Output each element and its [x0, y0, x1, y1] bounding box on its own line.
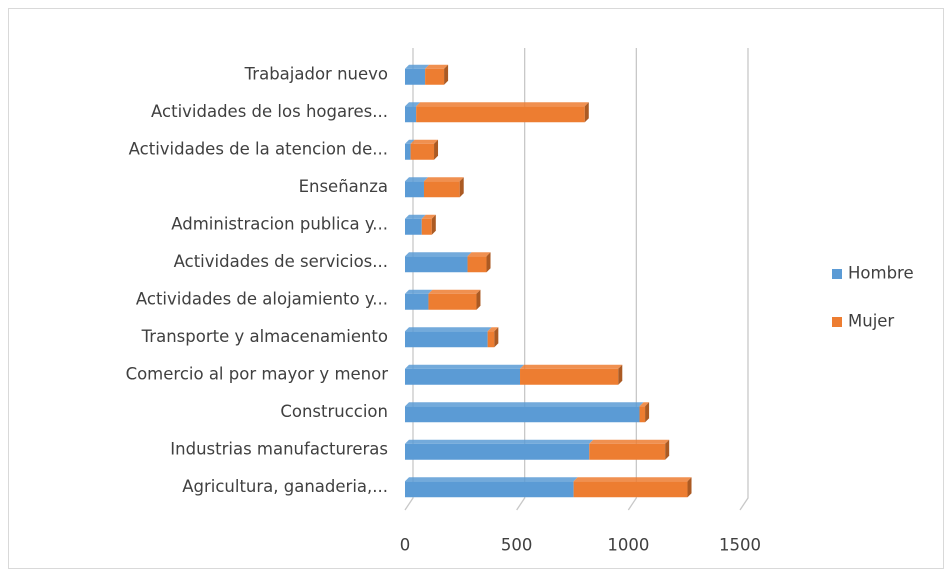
- bar: [405, 439, 594, 460]
- bar: [573, 477, 692, 498]
- y-tick-label: Actividades de alojamiento y...: [136, 289, 388, 308]
- bar: [405, 402, 644, 423]
- grid-line: [404, 48, 414, 511]
- grid-line: [739, 48, 749, 511]
- y-tick-label: Trabajador nuevo: [244, 64, 388, 83]
- bar: [405, 364, 525, 385]
- x-tick-label: 1000: [607, 536, 649, 555]
- bar: [589, 439, 670, 460]
- bar: [410, 139, 439, 160]
- bar: [405, 139, 415, 160]
- chart-border: [8, 8, 944, 569]
- bar: [425, 64, 449, 85]
- bar: [405, 177, 428, 198]
- x-tick-label: 500: [501, 536, 533, 555]
- bar: [405, 477, 578, 498]
- bar: [405, 64, 430, 85]
- legend-swatch: [832, 317, 842, 327]
- y-tick-label: Agricultura, ganaderia,...: [182, 477, 388, 496]
- legend-label: Mujer: [848, 312, 894, 331]
- y-tick-label: Actividades de la atencion de...: [129, 139, 388, 158]
- y-tick-label: Actividades de los hogares...: [151, 102, 388, 121]
- bar: [428, 289, 481, 310]
- y-tick-label: Construccion: [280, 402, 388, 421]
- bar: [467, 252, 491, 273]
- bar: [405, 327, 492, 348]
- y-tick-label: Comercio al por mayor y menor: [126, 364, 389, 383]
- bar: [487, 327, 499, 348]
- x-tick-label: 0: [400, 536, 411, 555]
- bar: [520, 364, 623, 385]
- y-tick-label: Industrias manufactureras: [170, 439, 388, 458]
- bar: [405, 102, 421, 123]
- legend-swatch: [832, 269, 842, 279]
- y-tick-label: Administracion publica y...: [171, 214, 388, 233]
- bar: [639, 402, 650, 423]
- bar: [405, 252, 472, 273]
- bar: [423, 177, 464, 198]
- grid-line: [516, 48, 526, 511]
- grid-line: [627, 48, 637, 511]
- legend-label: Hombre: [848, 264, 914, 283]
- y-tick-label: Transporte y almacenamiento: [141, 327, 388, 346]
- y-tick-label: Enseñanza: [299, 177, 388, 196]
- y-tick-label: Actividades de servicios...: [174, 252, 388, 271]
- bar: [416, 102, 589, 123]
- bar: [421, 214, 436, 235]
- bar: [405, 289, 433, 310]
- x-tick-label: 1500: [719, 536, 761, 555]
- bar: [405, 214, 426, 235]
